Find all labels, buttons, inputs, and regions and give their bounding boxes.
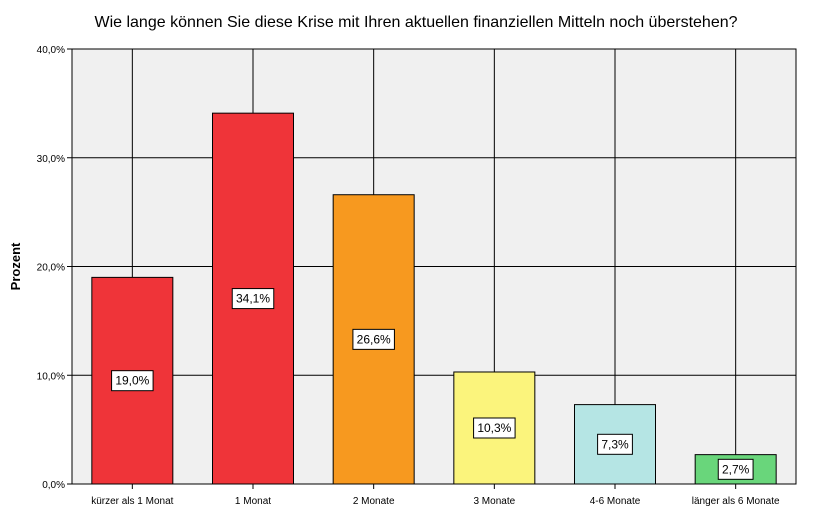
x-category-label: länger als 6 Monate — [692, 496, 780, 507]
data-label-box — [352, 328, 395, 350]
x-category-label: 2 Monate — [353, 496, 395, 507]
y-tick-label: 0,0% — [42, 480, 65, 491]
x-category-label: 1 Monat — [235, 496, 271, 507]
y-axis-ticks: 0,0% 10,0% 20,0% 30,0% 40,0% — [37, 45, 72, 491]
data-label: 19,0% — [115, 374, 149, 388]
data-label-box — [717, 458, 754, 480]
data-label-box — [111, 370, 154, 392]
y-tick-label: 10,0% — [37, 371, 65, 382]
x-axis-categories: kürzer als 1 Monat 1 Monat 2 Monate 3 Monat… — [91, 484, 780, 507]
data-label: 2,7% — [722, 462, 750, 476]
data-label-box — [597, 433, 633, 455]
data-label: 7,3% — [601, 437, 629, 451]
x-category-label: 4-6 Monate — [590, 496, 641, 507]
data-label: 26,6% — [357, 332, 391, 346]
data-label: 34,1% — [236, 292, 270, 306]
y-tick-label: 30,0% — [37, 154, 65, 165]
y-tick-label: 20,0% — [37, 263, 65, 274]
y-axis-label: Prozent — [8, 242, 23, 290]
data-label: 10,3% — [477, 421, 511, 435]
x-category-label: kürzer als 1 Monat — [91, 496, 173, 507]
chart-title: Wie lange können Sie diese Krise mit Ihr… — [94, 14, 738, 31]
data-label-box — [231, 288, 275, 310]
data-label-box — [473, 417, 516, 439]
data-labels: 19,0% 34,1% 26,6% 10,3% 7,3% 2,7% — [111, 288, 754, 480]
y-tick-label: 40,0% — [37, 45, 65, 56]
x-category-label: 3 Monate — [473, 496, 515, 507]
